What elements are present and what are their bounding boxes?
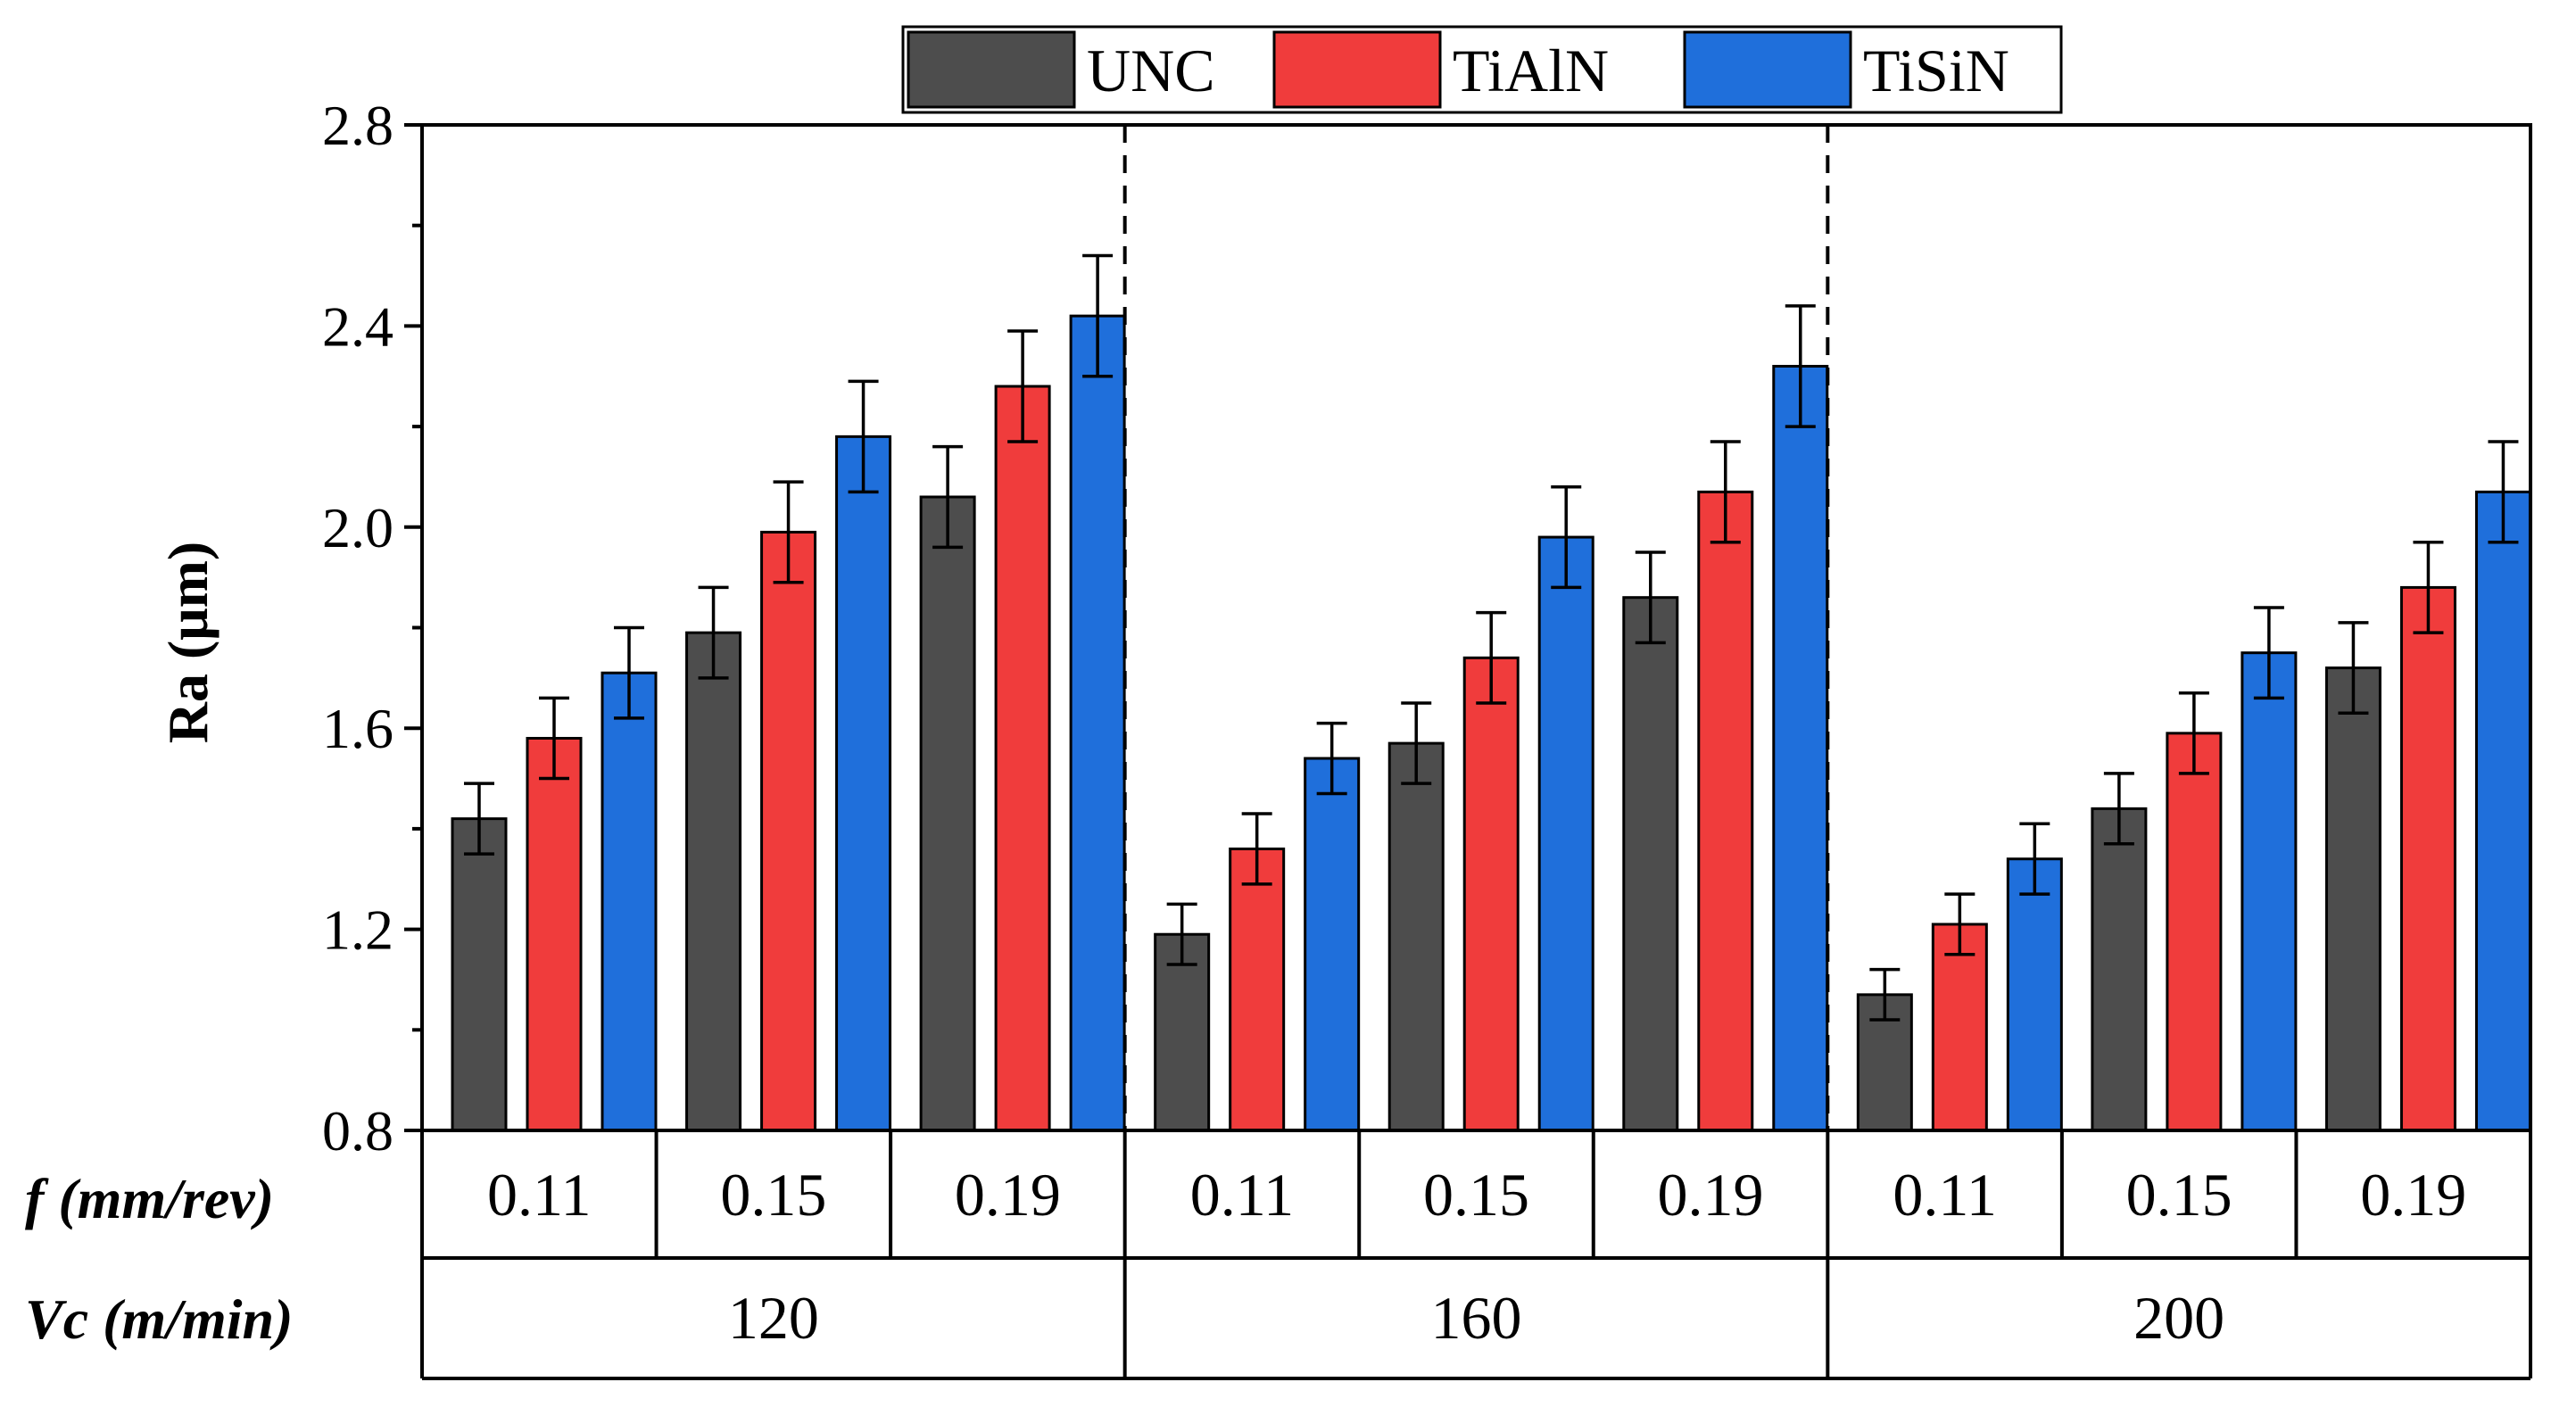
feed-value-label: 0.15 [720, 1161, 826, 1229]
y-tick-label: 0.8 [322, 1099, 393, 1163]
y-tick-label: 1.6 [322, 697, 393, 760]
bar-tisin [1069, 314, 1126, 1132]
bar-unc [1154, 932, 1211, 1132]
bar-tialn [1697, 490, 1754, 1132]
error-bars-layer [464, 253, 2519, 1022]
feed-value-label: 0.15 [1423, 1161, 1529, 1229]
feed-value-label: 0.19 [955, 1161, 1061, 1229]
bar-tialn [526, 736, 583, 1132]
legend-label-tisin: TiSiN [1863, 37, 2009, 104]
bar-unc [451, 817, 508, 1132]
y-tick-label: 2.4 [322, 294, 393, 358]
speed-value-label: 160 [1431, 1284, 1522, 1352]
bar-tisin [1537, 535, 1594, 1132]
bar-unc [685, 631, 742, 1132]
bar-tialn [1462, 656, 1520, 1132]
bar-unc [2091, 807, 2148, 1132]
feed-value-label: 0.11 [1893, 1161, 1996, 1229]
bar-unc [919, 495, 976, 1132]
feed-value-label: 0.11 [487, 1161, 591, 1229]
bar-tialn [1229, 847, 1286, 1132]
bar-tisin [2474, 490, 2531, 1132]
bar-tisin [1772, 364, 1829, 1132]
legend-label-tialn: TiAlN [1453, 37, 1609, 104]
bar-tisin [835, 435, 892, 1132]
feed-value-label: 0.19 [1658, 1161, 1764, 1229]
speed-value-label: 120 [728, 1284, 819, 1352]
y-axis-label: Ra (μm) [156, 542, 219, 743]
legend-label-unc: UNC [1087, 37, 1215, 104]
feed-row-label: f (mm/rev) [25, 1167, 274, 1230]
bars-layer [451, 314, 2531, 1132]
speed-value-label: 200 [2133, 1284, 2224, 1352]
bar-unc [2324, 666, 2381, 1132]
feed-value-label: 0.15 [2126, 1161, 2232, 1229]
y-axis: 0.8 1.2 1.6 2.0 2.4 2.8 [322, 94, 422, 1163]
legend-swatch-unc [907, 30, 1076, 109]
bar-tialn [2166, 732, 2223, 1132]
y-tick-label: 1.2 [322, 898, 393, 962]
bar-tialn [760, 530, 817, 1132]
bar-unc [1622, 596, 1679, 1132]
feed-value-label: 0.19 [2360, 1161, 2466, 1229]
bar-tisin [601, 671, 658, 1132]
factor-table: 0.11 0.15 0.19 120 0.11 0.15 0.19 160 0.11 0.15 0.… [420, 1130, 2532, 1380]
y-tick-label: 2.8 [322, 94, 393, 157]
bar-tisin [2006, 857, 2063, 1132]
bar-unc [1387, 741, 1445, 1132]
speed-row-label: Vc (m/min) [25, 1287, 293, 1351]
legend: UNC TiAlN TiSiN [901, 25, 2063, 114]
bar-tisin [2241, 651, 2298, 1132]
legend-box [901, 25, 2063, 114]
legend-swatch-tialn [1272, 30, 1442, 109]
bar-tisin [1304, 757, 1361, 1132]
bar-tialn [994, 385, 1051, 1132]
legend-swatch-tisin [1683, 30, 1852, 109]
feed-value-label: 0.11 [1190, 1161, 1294, 1229]
bar-tialn [2399, 585, 2456, 1132]
group-dividers [1122, 125, 1830, 1130]
y-tick-label: 2.0 [322, 496, 393, 559]
bar-tialn [1931, 923, 1988, 1132]
